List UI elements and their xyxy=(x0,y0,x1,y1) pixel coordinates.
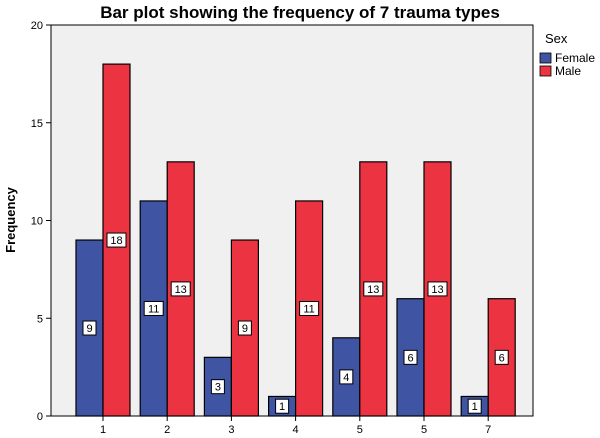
x-axis: 1 2 3 4 5 5 7 xyxy=(100,416,491,436)
x-tick-label: 5 xyxy=(421,424,427,436)
data-label: 11 xyxy=(303,303,314,315)
data-label: 13 xyxy=(367,284,379,296)
y-axis: 0 5 10 15 20 xyxy=(31,20,51,423)
data-label-box xyxy=(363,281,384,297)
data-label: 9 xyxy=(242,323,248,335)
data-label-box xyxy=(143,300,164,316)
data-label-box xyxy=(170,281,191,297)
data-label: 1 xyxy=(279,401,285,413)
data-label-box xyxy=(210,379,225,395)
x-tick-label: 1 xyxy=(100,424,106,436)
legend-swatch-male xyxy=(539,65,552,77)
legend: Sex Female Male xyxy=(539,31,595,78)
x-tick-label: 3 xyxy=(228,424,234,436)
data-label: 13 xyxy=(431,284,443,296)
data-label: 9 xyxy=(86,323,92,335)
legend-label-female: Female xyxy=(555,51,595,65)
y-tick-label: 0 xyxy=(37,411,43,423)
y-tick-label: 5 xyxy=(37,313,43,325)
data-label: 13 xyxy=(175,284,187,296)
x-tick-label: 5 xyxy=(357,424,363,436)
legend-title: Sex xyxy=(545,31,568,46)
y-tick-label: 15 xyxy=(31,118,43,130)
data-label: 4 xyxy=(343,372,349,384)
x-tick-label: 4 xyxy=(293,424,299,436)
data-label-box xyxy=(467,398,482,414)
x-tick-label: 7 xyxy=(485,424,491,436)
data-label-box xyxy=(106,232,127,248)
data-label-box xyxy=(82,320,97,336)
data-label-box xyxy=(275,398,290,414)
data-label: 18 xyxy=(110,235,122,247)
data-label-box xyxy=(403,349,418,365)
y-axis-label: Frequency xyxy=(3,186,18,253)
data-label: 1 xyxy=(472,401,478,413)
legend-label-male: Male xyxy=(555,64,581,78)
data-label: 6 xyxy=(499,352,505,364)
data-label-box xyxy=(427,281,448,297)
data-label-box xyxy=(494,349,509,365)
data-label: 11 xyxy=(148,303,159,315)
plot-area xyxy=(50,24,534,417)
y-tick-label: 10 xyxy=(31,216,43,228)
chart-title: Bar plot showing the frequency of 7 trau… xyxy=(100,3,500,22)
data-label: 6 xyxy=(407,352,413,364)
data-label: 3 xyxy=(215,382,221,394)
y-tick-label: 20 xyxy=(31,20,43,32)
data-label-box xyxy=(299,300,320,316)
legend-swatch-female xyxy=(539,52,552,64)
x-tick-label: 2 xyxy=(164,424,170,436)
data-label-box xyxy=(237,320,252,336)
data-label-box xyxy=(339,369,354,385)
